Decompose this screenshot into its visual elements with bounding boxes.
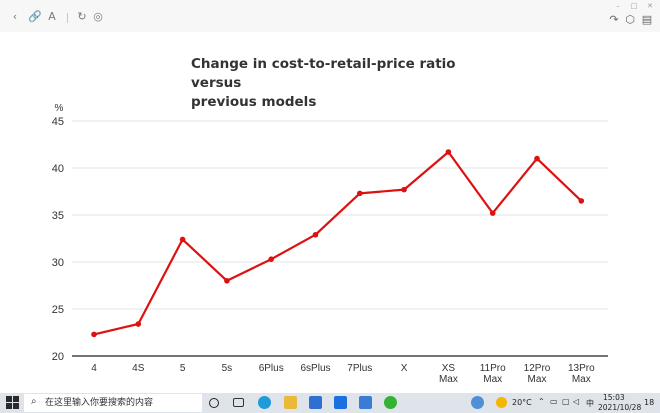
data-point (91, 331, 97, 338)
x-tick-label: 5s (222, 363, 233, 374)
close-window-button[interactable]: ✕ (647, 2, 653, 10)
y-tick-labels: 20 25 30 35 40 45 (52, 116, 64, 363)
chart-title-line-1: Change in cost-to-retail-price ratio ver… (191, 56, 456, 91)
data-point (135, 321, 142, 327)
note-icon[interactable]: ▤ (641, 13, 653, 26)
globe-icon[interactable]: ◎ (93, 10, 103, 23)
windows-start-icon[interactable] (6, 396, 19, 409)
restore-button[interactable]: □ (630, 2, 638, 10)
read-aloud-icon[interactable]: A (48, 10, 56, 23)
data-points (91, 149, 585, 338)
network-icon[interactable]: ▢ (562, 397, 570, 406)
store-icon[interactable] (309, 396, 322, 409)
toolbar-separator (67, 13, 68, 23)
x-tick-label: 13Pro Max (568, 363, 595, 385)
weather-sun-icon[interactable] (496, 397, 507, 408)
edge-browser-icon[interactable] (258, 396, 271, 409)
ime-indicator[interactable]: 中 (586, 399, 594, 408)
y-tick-label: 40 (52, 163, 64, 175)
x-tick-label: 4S (132, 363, 145, 374)
task-view-icon[interactable] (233, 398, 244, 407)
x-tick-label: XS Max (439, 363, 458, 385)
y-tick-label: 20 (52, 351, 64, 363)
data-point (534, 155, 540, 162)
data-point (312, 231, 319, 238)
link-icon[interactable]: 🔗 (28, 10, 42, 23)
x-tick-label: 4 (91, 363, 97, 374)
data-point (401, 186, 407, 193)
search-placeholder: 在这里输入你要搜索的内容 (45, 398, 154, 408)
y-tick-label: 30 (52, 257, 64, 269)
line-chart: % 20 25 30 35 40 45 4 4S 5 5s 6Plus 6sPlus 7Plus X XS… (52, 103, 608, 385)
clock-date[interactable]: 2021/10/28 (598, 403, 642, 412)
data-point (445, 149, 452, 155)
y-tick-label: 25 (52, 304, 64, 316)
x-tick-label: 5 (180, 363, 186, 374)
x-tick-label: 6Plus (259, 363, 284, 374)
refresh-icon[interactable]: ↻ (77, 10, 87, 23)
back-icon[interactable]: ‹ (12, 10, 18, 23)
data-point (489, 210, 496, 216)
file-explorer-icon[interactable] (284, 396, 297, 409)
series-line-layer (93, 150, 583, 336)
grid-layer (72, 120, 608, 357)
x-tick-label: 11Pro Max (480, 363, 506, 385)
browser-toolbar: ‹ 🔗 A ↻ ◎ – □ ✕ ↷ ⬡ ▤ (0, 0, 660, 32)
y-axis-unit-label: % (55, 103, 64, 114)
x-tick-labels: 4 4S 5 5s 6Plus 6sPlus 7Plus X XS Max 11Pro Max 12Pr… (91, 363, 595, 385)
search-icon: ⌕ (31, 396, 37, 407)
x-tick-label: 7Plus (347, 363, 372, 374)
box-icon[interactable]: ⬡ (625, 13, 635, 26)
wps-icon[interactable] (359, 396, 372, 409)
data-point (268, 256, 275, 262)
x-tick-label: 12Pro Max (524, 363, 551, 385)
data-point (357, 190, 363, 197)
wechat-icon[interactable] (384, 396, 397, 409)
app-tray-icon[interactable] (471, 396, 484, 409)
y-tick-label: 35 (52, 210, 64, 222)
clock-time[interactable]: 15:03 (603, 393, 625, 402)
taskbar: ⌕ 在这里输入你要搜索的内容 20°C ⌃ ▭ ▢ ◁ 中 15:03 2021… (0, 393, 660, 413)
chart-title-line-2: previous models (191, 94, 317, 110)
cortana-icon[interactable] (209, 398, 219, 408)
share-icon[interactable]: ↷ (609, 13, 619, 26)
notification-count[interactable]: 18 (644, 398, 655, 407)
minimize-button[interactable]: – (616, 2, 620, 10)
battery-icon[interactable]: ▭ (550, 397, 558, 406)
y-tick-label: 45 (52, 116, 64, 128)
app-icon-blue[interactable] (334, 396, 347, 409)
volume-icon[interactable]: ◁ (573, 397, 580, 406)
taskbar-search-box[interactable]: ⌕ 在这里输入你要搜索的内容 (24, 394, 202, 412)
data-point (578, 198, 585, 204)
x-tick-label: 6sPlus (300, 363, 330, 374)
weather-temperature[interactable]: 20°C (512, 398, 532, 407)
data-point (224, 278, 230, 284)
series-line (93, 150, 583, 336)
x-tick-label: X (401, 363, 408, 374)
tray-chevron-icon[interactable]: ⌃ (538, 397, 545, 406)
data-point (179, 236, 186, 243)
chart-title: Change in cost-to-retail-price ratio ver… (191, 55, 491, 112)
